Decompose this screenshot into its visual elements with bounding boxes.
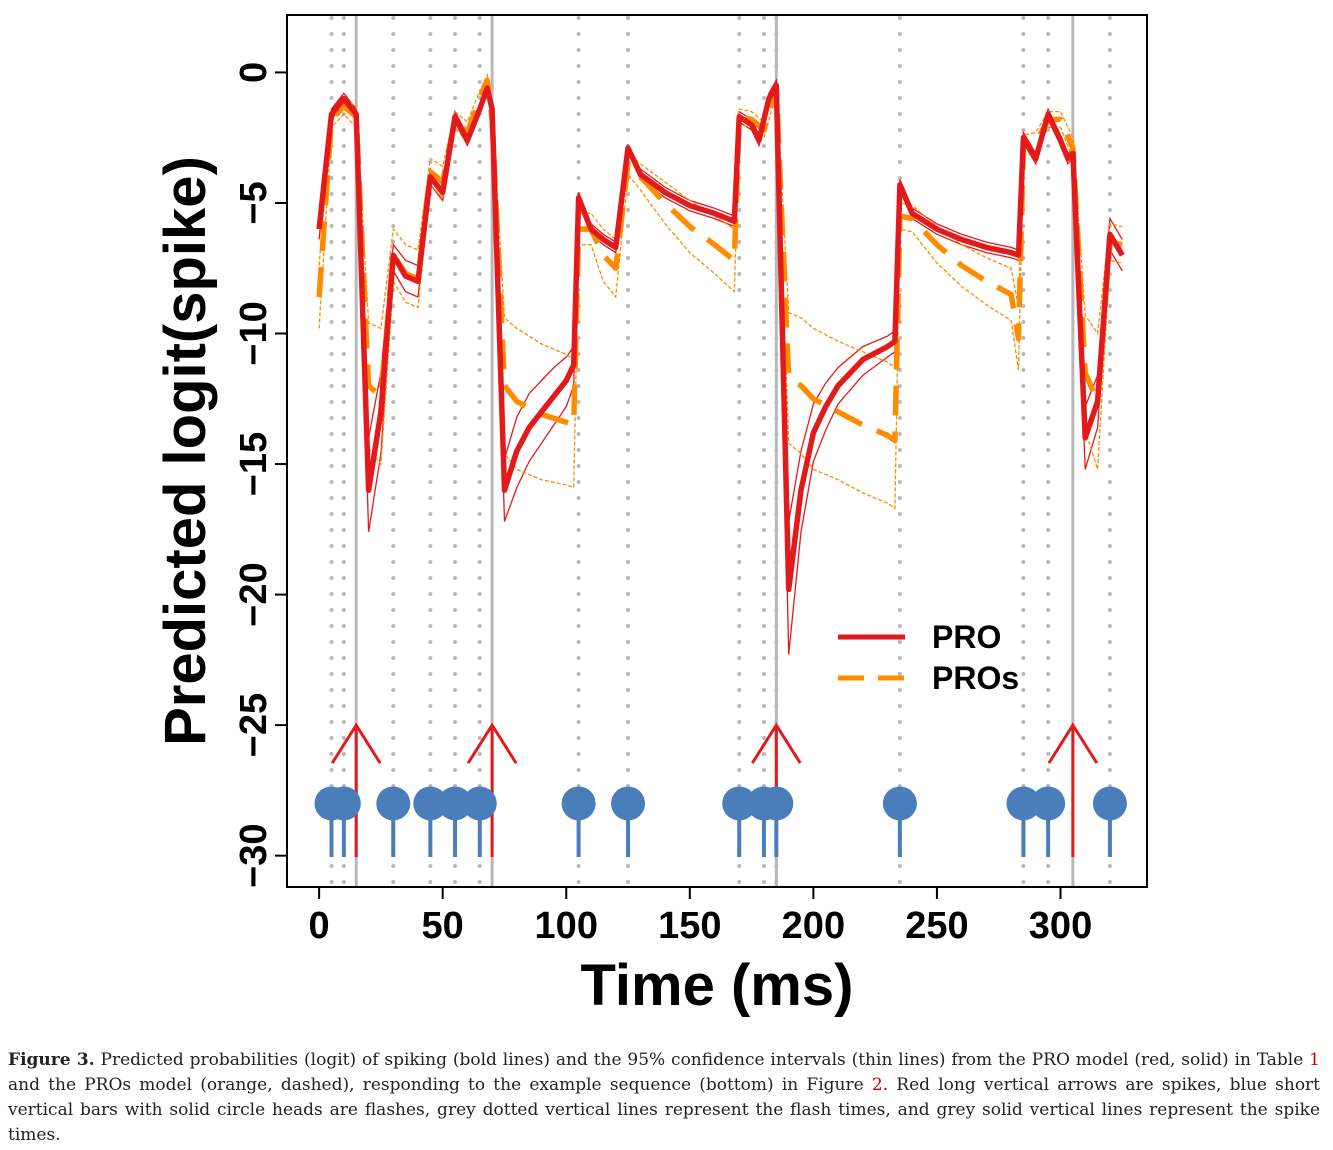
flash-marker-3 (413, 786, 448, 857)
series-lines (316, 77, 1125, 593)
flash-head-5 (462, 786, 497, 821)
flash-marker-14 (1092, 786, 1127, 857)
spike-arrow-3 (1047, 722, 1099, 857)
legend: PRO PROs (838, 619, 1019, 696)
flash-head-2 (376, 786, 411, 821)
flash-head-10 (759, 786, 794, 821)
flash-marker-11 (882, 786, 917, 857)
series-line-pros (316, 77, 1123, 444)
y-tick-label-3: −15 (233, 432, 275, 496)
flash-marker-4 (438, 786, 473, 857)
legend-label-pros: PROs (932, 660, 1019, 696)
x-tick-label-6: 300 (1029, 905, 1092, 947)
flash-head-14 (1092, 786, 1127, 821)
caption-text-1: Predicted probabilities (logit) of spiki… (94, 1050, 1310, 1070)
flash-marker-13 (1031, 786, 1066, 857)
flash-marker-5 (462, 786, 497, 857)
x-tick-label-4: 200 (782, 905, 845, 947)
plot-frame (286, 14, 1148, 888)
x-tick-label-2: 100 (535, 905, 598, 947)
flash-head-3 (413, 786, 448, 821)
ci-pros-upper (318, 72, 1123, 369)
figure-caption: Figure 3. Predicted probabilities (logit… (8, 1048, 1320, 1148)
flash-marker-2 (376, 786, 411, 857)
spike-arrow-1 (466, 722, 518, 857)
x-tick-label-1: 50 (422, 905, 464, 947)
y-tick-label-6: −30 (233, 823, 275, 887)
legend-label-pro: PRO (932, 619, 1001, 655)
flash-head-12 (1006, 786, 1041, 821)
spike-arrow-0 (330, 722, 382, 857)
x-tick-label-3: 150 (658, 905, 721, 947)
spike-time-guides (354, 15, 1075, 887)
flash-marker-8 (722, 786, 757, 857)
flash-head-1 (326, 786, 361, 821)
ci-pro-upper (318, 77, 1123, 522)
spike-arrows (330, 722, 1099, 857)
caption-text-2: and the PROs model (orange, dashed), res… (8, 1075, 872, 1095)
y-tick-label-2: −10 (233, 301, 275, 365)
flash-head-8 (722, 786, 757, 821)
caption-table-ref[interactable]: 1 (1309, 1050, 1320, 1070)
x-axis: 0 50 100 150 200 250 300 (309, 886, 1092, 947)
flash-head-11 (882, 786, 917, 821)
flash-head-13 (1031, 786, 1066, 821)
flash-markers (314, 786, 1127, 857)
y-tick-label-1: −5 (233, 181, 275, 224)
x-axis-label: Time (ms) (581, 953, 854, 1018)
y-tick-label-0: 0 (233, 62, 275, 83)
caption-lead: Figure 3. (8, 1050, 95, 1070)
figure-chart: 0 50 100 150 200 250 300 0 −5 −10 −15 −20 −25 −30 Ti… (153, 14, 1148, 1018)
confidence-interval-lines (318, 72, 1123, 655)
flash-head-7 (611, 786, 646, 821)
series-line-pro (316, 82, 1125, 593)
x-tick-label-5: 250 (905, 905, 968, 947)
y-tick-label-5: −25 (233, 693, 275, 757)
ci-pro-lower (318, 88, 1123, 655)
flash-head-6 (561, 786, 596, 821)
y-tick-label-4: −20 (233, 562, 275, 626)
flash-marker-12 (1006, 786, 1041, 857)
x-tick-label-0: 0 (309, 905, 330, 947)
caption-figure-ref[interactable]: 2 (871, 1075, 883, 1095)
flash-marker-1 (326, 786, 361, 857)
ci-pros-lower (318, 85, 1123, 510)
flash-marker-6 (561, 786, 596, 857)
flash-marker-7 (611, 786, 646, 857)
y-axis-label: Predicted logit(spike) (153, 156, 218, 746)
caption-text-3: . Red long vertical arrows are spikes, b… (8, 1075, 1321, 1145)
flash-head-4 (438, 786, 473, 821)
flash-marker-10 (759, 786, 794, 857)
y-axis: 0 −5 −10 −15 −20 −25 −30 (233, 62, 288, 888)
